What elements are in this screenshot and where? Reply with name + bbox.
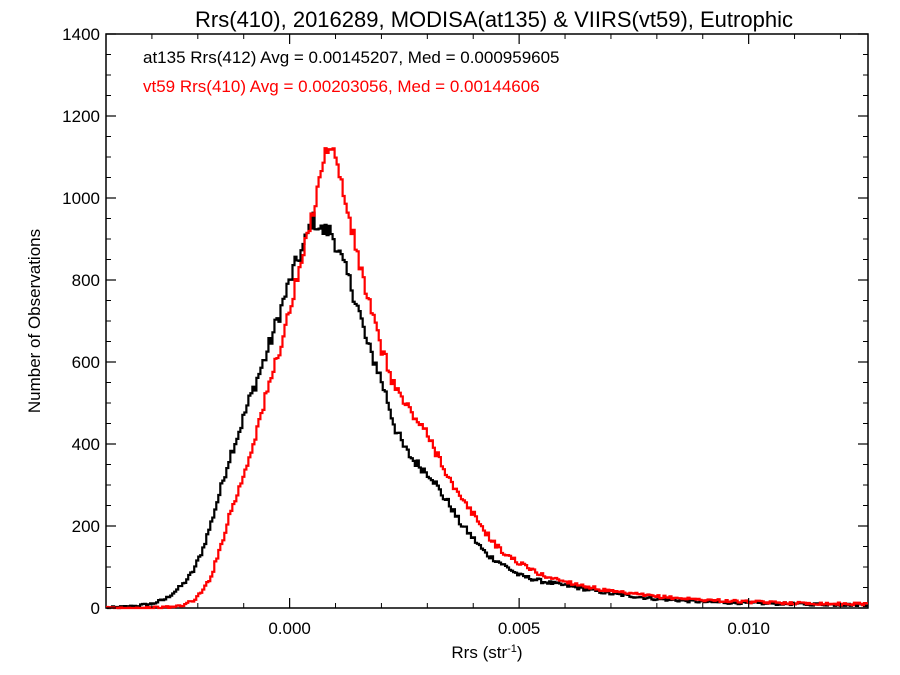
annotation-vt59: vt59 Rrs(410) Avg = 0.00203056, Med = 0.… [143,77,540,96]
x-tick-label: 0.000 [268,619,311,638]
annotations: at135 Rrs(412) Avg = 0.00145207, Med = 0… [143,48,560,96]
series-layer [106,147,868,610]
x-axis: 0.000 0.005 0.010 [151,34,841,638]
y-tick-label: 1400 [62,25,100,44]
y-tick-label: 1000 [62,189,100,208]
x-tick-label: 0.005 [498,619,541,638]
series-0-histogram [106,211,868,610]
y-tick-label: 0 [91,599,100,618]
y-tick-label: 400 [72,435,100,454]
x-axis-title-main: Rrs (str [451,643,507,662]
y-tick-label: 600 [72,353,100,372]
x-axis-title: Rrs (str-1) [451,643,522,662]
x-axis-title-sup: -1 [507,643,517,655]
y-tick-label: 200 [72,517,100,536]
series-1-histogram [106,147,868,610]
x-axis-title-end: ) [517,643,523,662]
x-tick-label: 0.010 [727,619,770,638]
y-axis-title: Number of Observations [25,229,44,413]
plot-frame [105,33,869,609]
chart-title: Rrs(410), 2016289, MODISA(at135) & VIIRS… [195,7,793,32]
y-tick-label: 800 [72,271,100,290]
y-tick-label: 1200 [62,107,100,126]
y-axis: 0 200 400 600 800 1000 1200 1400 [62,25,868,618]
annotation-at135: at135 Rrs(412) Avg = 0.00145207, Med = 0… [143,48,560,67]
